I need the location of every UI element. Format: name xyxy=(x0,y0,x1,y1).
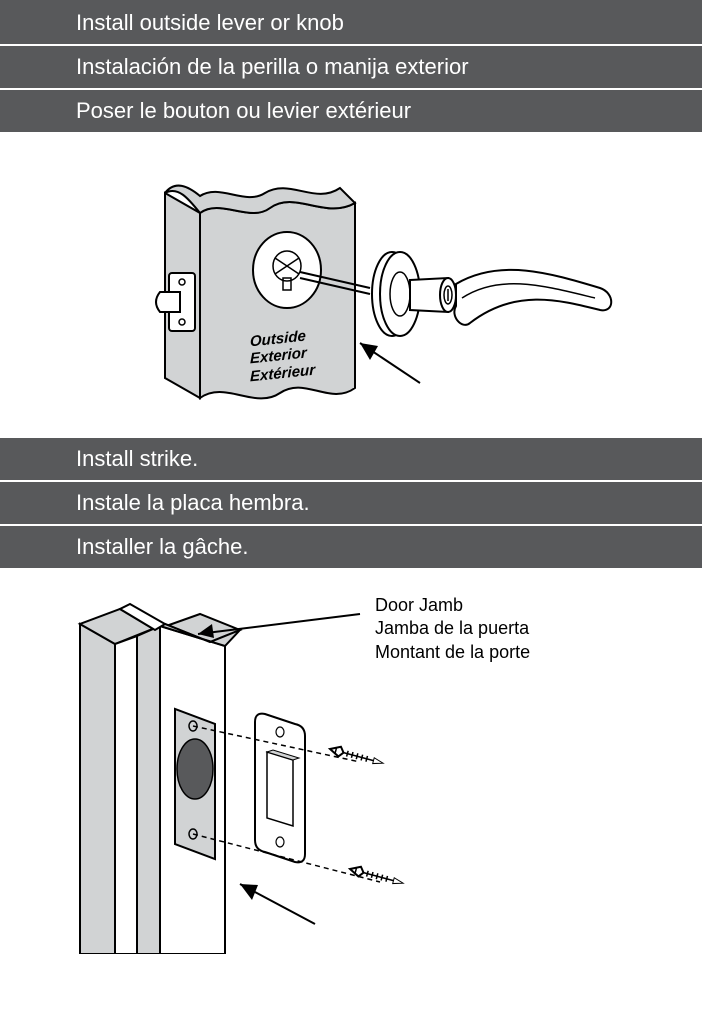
callout-fr: Montant de la porte xyxy=(375,641,530,664)
callout-es: Jamba de la puerta xyxy=(375,617,530,640)
section1-heading-en: Install outside lever or knob xyxy=(0,0,702,46)
section2-heading-en: Install strike. xyxy=(0,438,702,482)
callout-en: Door Jamb xyxy=(375,594,530,617)
section1-heading-fr: Poser le bouton ou levier extérieur xyxy=(0,90,702,132)
section1-heading-es: Instalación de la perilla o manija exter… xyxy=(0,46,702,90)
diagram-install-lever: Outside Exterior Extérieur xyxy=(0,138,702,438)
section2-heading-fr: Installer la gâche. xyxy=(0,526,702,568)
section2-heading-es: Instale la placa hembra. xyxy=(0,482,702,526)
label-outside: Outside Exterior Extérieur xyxy=(250,327,315,386)
diagram-install-strike: Door Jamb Jamba de la puerta Montant de … xyxy=(0,574,702,954)
callout-door-jamb: Door Jamb Jamba de la puerta Montant de … xyxy=(375,594,530,664)
